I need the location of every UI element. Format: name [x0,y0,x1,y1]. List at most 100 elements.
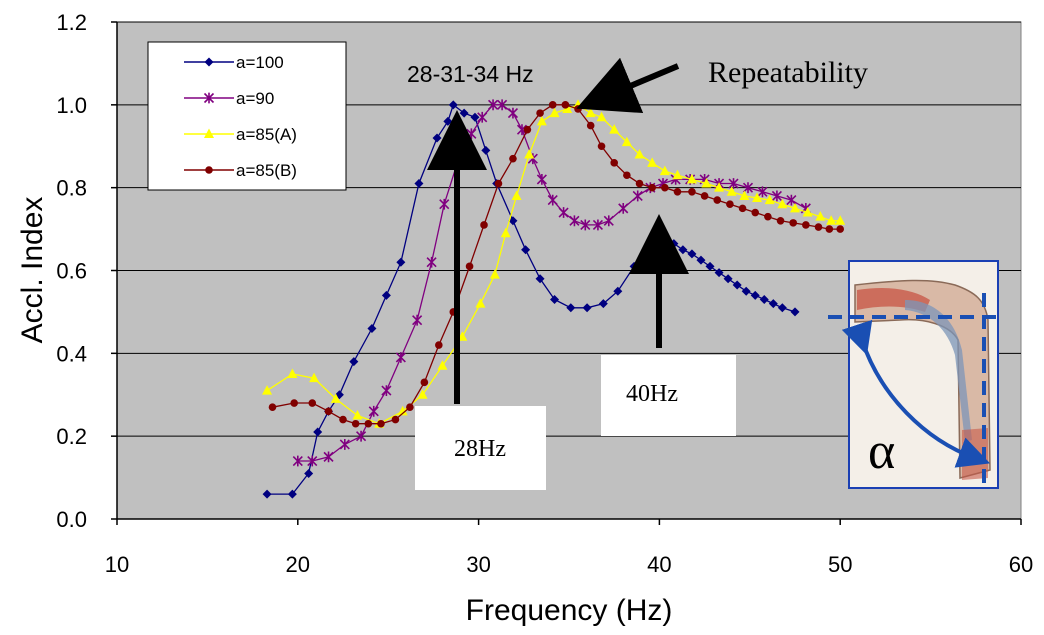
data-point [324,407,333,416]
peak-28hz-label: 28Hz [454,436,506,462]
data-point [396,257,406,267]
data-point [598,299,608,309]
data-point [307,455,318,467]
repeatability-arrow [576,57,680,114]
data-point [569,215,580,227]
data-point [596,111,607,122]
data-point [511,190,522,200]
data-point [561,101,570,109]
data-point [304,468,314,478]
data-point [688,188,696,196]
y-axis-title: Accl. Index [16,197,49,344]
data-point [330,393,341,403]
data-point [548,101,557,109]
data-point [705,261,715,271]
data-point [368,405,379,417]
data-point [648,183,656,192]
data-point [494,179,503,188]
peak-40hz-box [601,355,736,436]
data-point [728,178,739,189]
data-point [835,215,846,225]
data-point [686,173,697,184]
data-point [580,219,591,231]
angle-arc [841,319,991,468]
x-tick-label: 30 [466,552,490,577]
data-point [673,188,682,196]
data-point [550,294,560,304]
data-point [632,190,643,202]
x-tick-label: 60 [1009,552,1033,577]
data-point [313,427,323,437]
data-point [497,99,508,111]
data-point [524,149,535,159]
data-point [536,109,544,117]
data-point [815,211,826,221]
data-point [516,124,528,136]
peak-40hz-label: 40Hz [626,381,678,407]
x-tick-label: 50 [828,552,852,577]
data-point [562,103,573,113]
data-point [714,182,725,192]
data-point [507,107,519,119]
data-point [391,415,400,424]
x-tick-label: 20 [286,552,310,577]
data-point [802,207,813,217]
data-point [395,352,406,363]
x-tick-label: 10 [105,552,129,577]
data-point [465,262,474,271]
data-point [776,217,785,225]
data-point [262,385,273,395]
data-point [634,149,645,159]
data-point [536,173,547,185]
data-point [751,208,760,217]
data-point [790,307,800,317]
tick-labels: 10 20 30 40 50 60 0.0 0.2 0.4 0.6 0.8 1.0 1.2 [56,10,1033,577]
data-point [789,219,797,227]
peak-annotations: 28-31-34 Hz Repeatability 28Hz 40Hz [407,56,868,490]
data-point [309,372,320,383]
data-point [417,389,428,399]
legend: a=100 a=90 a=85(A) a=85(B) [147,41,347,191]
data-point [489,269,500,279]
data-point [287,368,298,379]
axes [111,21,1022,525]
angle-symbol: α [868,423,895,480]
y-tick-label: 0.8 [56,176,87,201]
data-point [777,198,788,209]
data-point [352,409,363,420]
data-point [367,323,377,333]
data-point [618,202,629,214]
data-point [742,182,754,194]
data-point [547,194,558,206]
data-point [509,154,517,163]
data-point [426,256,437,268]
data-point [726,200,734,209]
data-point [723,274,733,284]
data-point [536,115,547,126]
data-point [826,215,837,225]
data-point [523,125,532,134]
data-point [339,439,350,450]
data-point [566,303,576,313]
y-tick-label: 0.6 [56,259,87,284]
data-point [757,186,768,198]
data-point [623,171,631,180]
data-point [603,215,614,227]
legend-label: a=100 [236,53,284,72]
data-point [500,227,511,238]
data-point [764,194,775,205]
y-tick-label: 1.0 [56,93,87,118]
legend-swatch-marker [205,166,213,174]
legend-swatch-marker [204,57,214,67]
data-point [802,221,810,229]
data-point [535,274,545,284]
data-point [420,378,429,387]
data-point [356,430,367,442]
data-point [292,455,303,467]
data-point [635,179,644,188]
legend-swatch-marker [203,92,215,104]
data-point [659,165,670,176]
x-tick-label: 40 [647,552,671,577]
data-point [672,169,683,180]
